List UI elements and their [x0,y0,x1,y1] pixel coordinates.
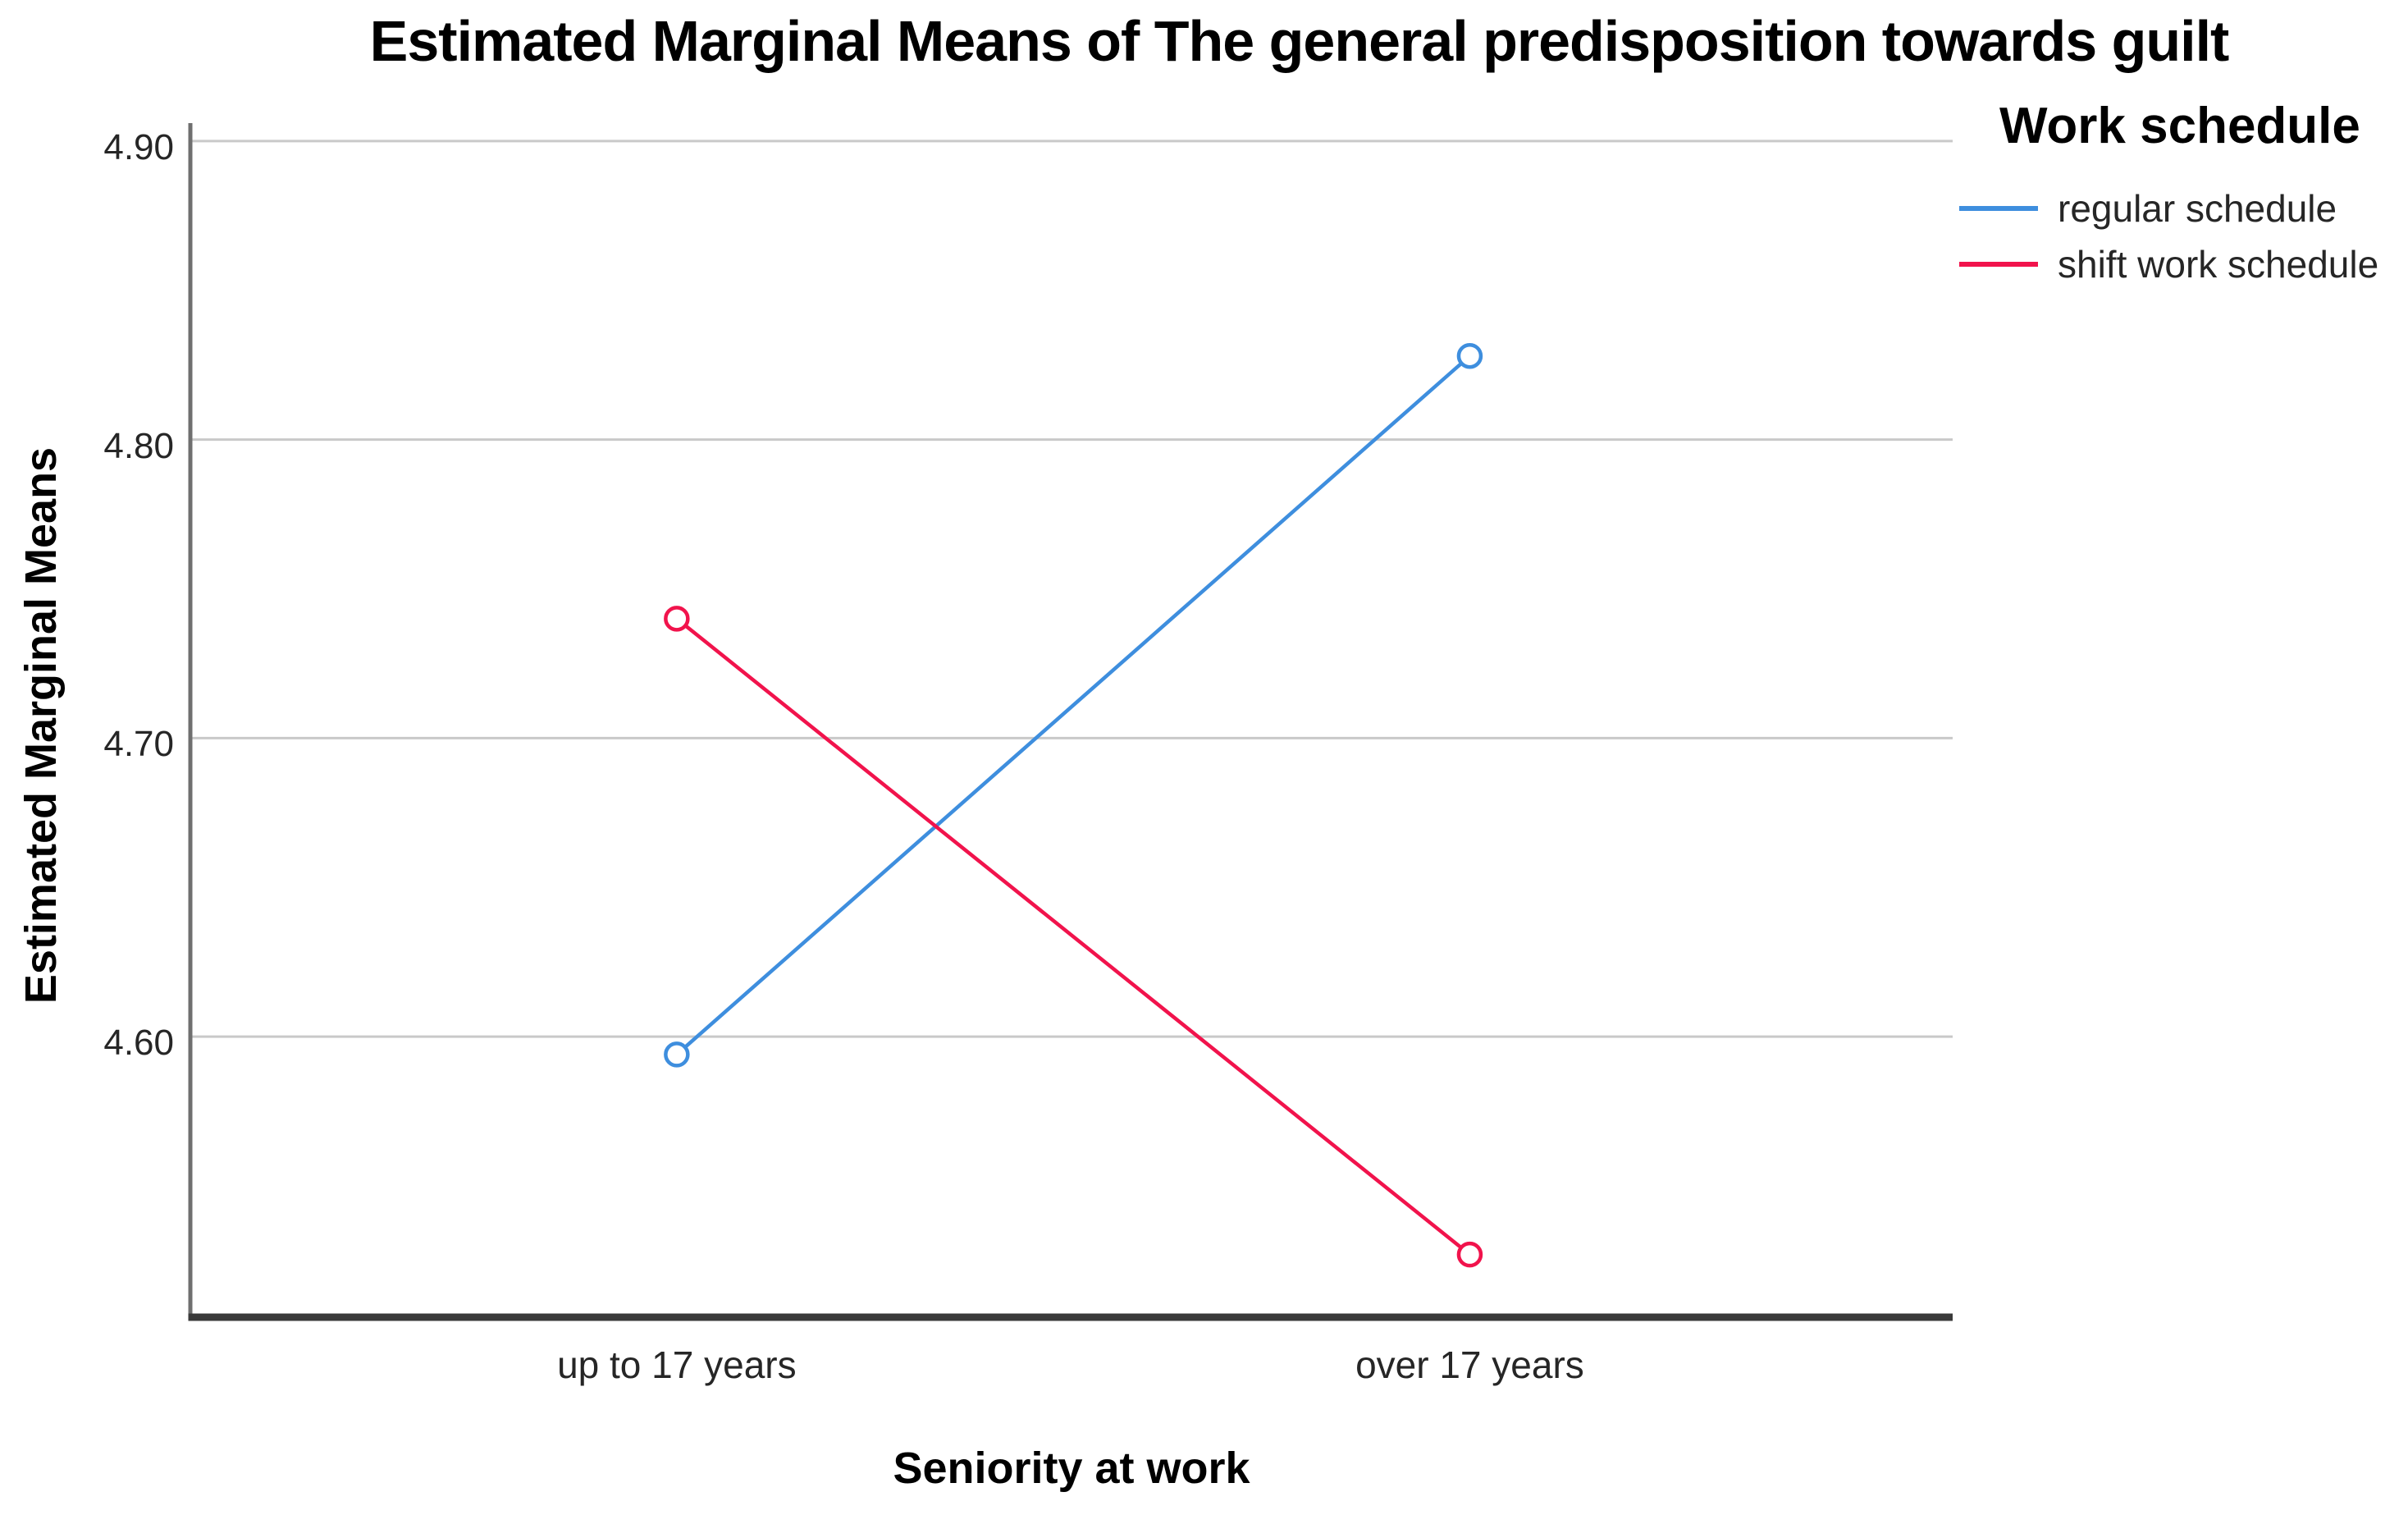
legend-label: shift work schedule [2058,243,2379,286]
y-tick-label: 4.70 [103,724,174,765]
legend-item: shift work schedule [1959,243,2408,286]
y-tick-label: 4.90 [103,126,174,167]
x-axis-title: Seniority at work [893,1444,1250,1493]
legend-swatch-line [1959,262,2038,267]
x-tick-label: over 17 years [1355,1343,1584,1386]
y-tick-label: 4.60 [103,1023,174,1064]
data-point-marker [664,606,690,632]
legend-label: regular schedule [2058,187,2337,230]
legend-item: regular schedule [1959,187,2408,230]
x-tick-label: up to 17 years [557,1343,797,1386]
legend: Work schedule regular schedule shift work… [1959,97,2408,301]
data-point-marker [664,1041,690,1068]
y-tick-label: 4.80 [103,425,174,466]
series-line-shift-work-schedule [675,617,1471,1256]
series-line-regular-schedule [675,355,1471,1056]
legend-swatch-line [1959,206,2038,211]
y-axis-title: Estimated Marginal Means [16,446,66,1005]
legend-items: regular schedule shift work schedule [1959,187,2408,286]
chart-title: Estimated Marginal Means of The general … [369,9,2230,73]
data-point-marker [1456,342,1483,369]
data-point-marker [1456,1241,1483,1268]
legend-title: Work schedule [1999,98,2360,154]
